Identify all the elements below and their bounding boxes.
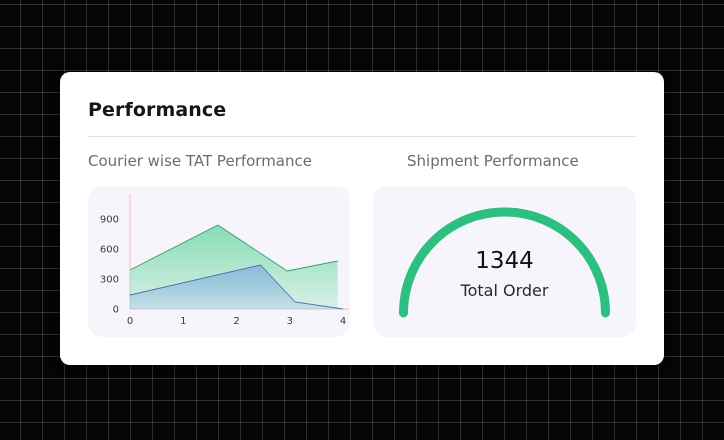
y-tick-label: 600 <box>100 245 119 256</box>
gauge-value: 1344 <box>475 248 534 274</box>
x-tick-label: 0 <box>127 316 133 327</box>
tat-chart-panel: 0 300 600 900 0 1 2 3 4 <box>88 186 350 337</box>
y-tick-label: 0 <box>113 305 119 316</box>
series-2-area <box>130 265 343 309</box>
gauge-arc <box>399 207 610 318</box>
x-tick-label: 3 <box>287 316 293 327</box>
x-tick-label: 2 <box>233 316 239 327</box>
tat-area-chart: 0 300 600 900 0 1 2 3 4 <box>100 194 349 327</box>
shipment-gauge <box>399 207 610 318</box>
title-divider <box>88 136 636 137</box>
x-tick-label: 1 <box>180 316 186 327</box>
series-2-line <box>129 264 344 310</box>
performance-card: Performance Courier wise TAT Performance… <box>60 72 664 365</box>
card-title: Performance <box>88 99 227 121</box>
y-tick-label: 900 <box>100 215 119 226</box>
x-tick-label: 4 <box>340 316 346 327</box>
series-1-line <box>129 224 338 272</box>
shipment-gauge-panel: 1344 Total Order <box>373 186 636 337</box>
y-tick-label: 300 <box>100 275 119 286</box>
shipment-section-label: Shipment Performance <box>407 152 579 170</box>
tat-section-label: Courier wise TAT Performance <box>88 152 312 170</box>
gauge-label: Total Order <box>460 281 549 300</box>
